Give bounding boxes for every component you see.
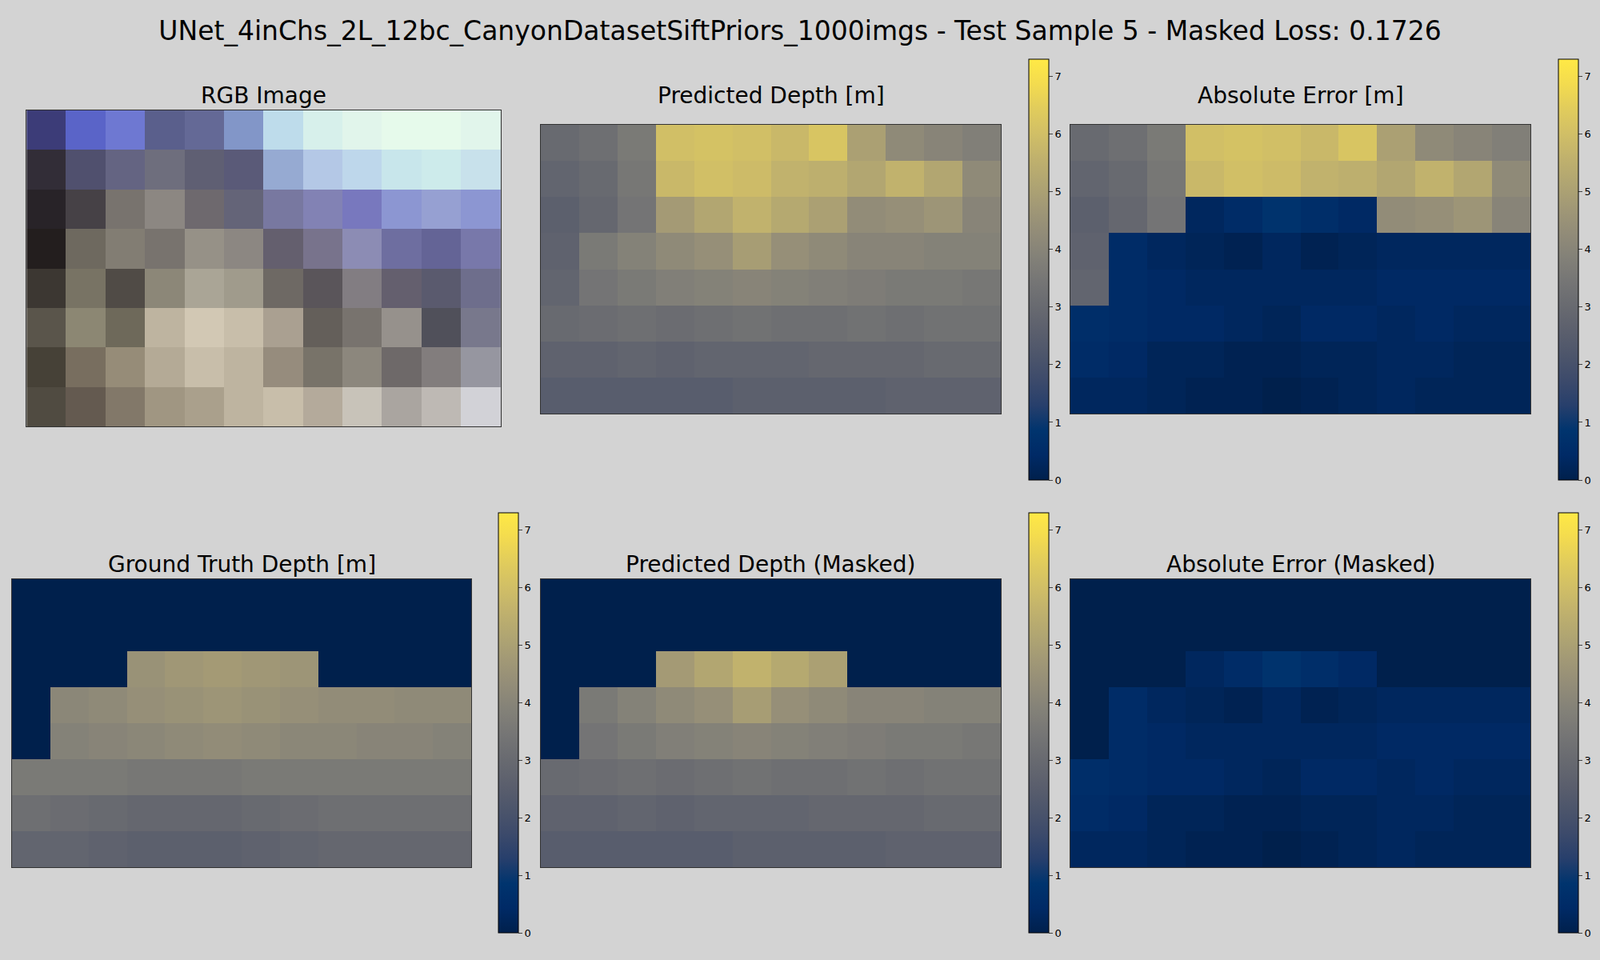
svg-text:7: 7 [1584, 70, 1592, 83]
svg-text:4: 4 [1055, 696, 1062, 709]
svg-text:5: 5 [524, 639, 532, 652]
svg-text:4: 4 [1055, 243, 1062, 256]
svg-text:0: 0 [1055, 474, 1062, 487]
svg-text:0: 0 [1584, 474, 1592, 487]
svg-text:7: 7 [1584, 524, 1592, 536]
svg-text:5: 5 [1055, 639, 1062, 652]
svg-text:7: 7 [524, 524, 532, 536]
svg-text:4: 4 [1584, 696, 1592, 709]
svg-text:0: 0 [1584, 927, 1592, 940]
svg-text:2: 2 [1584, 358, 1592, 371]
svg-text:4: 4 [1584, 243, 1592, 256]
svg-text:1: 1 [1584, 416, 1592, 429]
svg-text:0: 0 [1055, 927, 1062, 940]
svg-text:3: 3 [1055, 300, 1062, 313]
svg-text:3: 3 [1584, 754, 1592, 767]
svg-text:6: 6 [1584, 128, 1592, 140]
svg-text:3: 3 [1055, 754, 1062, 767]
svg-text:1: 1 [1055, 869, 1062, 882]
svg-text:6: 6 [1584, 581, 1592, 594]
svg-text:1: 1 [1584, 869, 1592, 882]
svg-text:Absolute Error [m]: Absolute Error [m] [1197, 82, 1404, 109]
svg-text:1: 1 [1055, 416, 1062, 429]
svg-text:6: 6 [1055, 581, 1062, 594]
svg-text:7: 7 [1055, 70, 1062, 83]
svg-text:7: 7 [1055, 524, 1062, 536]
svg-text:RGB Image: RGB Image [200, 82, 327, 109]
svg-text:6: 6 [524, 581, 532, 594]
svg-text:Predicted Depth [m]: Predicted Depth [m] [657, 82, 885, 109]
svg-text:5: 5 [1055, 185, 1062, 198]
svg-text:2: 2 [1584, 812, 1592, 824]
svg-text:Absolute Error (Masked): Absolute Error (Masked) [1166, 551, 1436, 578]
svg-text:4: 4 [524, 696, 532, 709]
svg-text:0: 0 [524, 927, 532, 940]
svg-text:UNet_4inChs_2L_12bc_CanyonData: UNet_4inChs_2L_12bc_CanyonDatasetSiftPri… [158, 15, 1441, 47]
svg-text:Predicted Depth (Masked): Predicted Depth (Masked) [625, 551, 916, 578]
svg-text:1: 1 [524, 869, 532, 882]
svg-text:5: 5 [1584, 185, 1592, 198]
svg-text:2: 2 [1055, 358, 1062, 371]
svg-text:2: 2 [524, 812, 532, 824]
svg-text:Ground Truth Depth [m]: Ground Truth Depth [m] [108, 551, 376, 578]
svg-text:3: 3 [524, 754, 532, 767]
svg-text:3: 3 [1584, 300, 1592, 313]
svg-text:6: 6 [1055, 128, 1062, 140]
svg-text:2: 2 [1055, 812, 1062, 824]
svg-text:5: 5 [1584, 639, 1592, 652]
